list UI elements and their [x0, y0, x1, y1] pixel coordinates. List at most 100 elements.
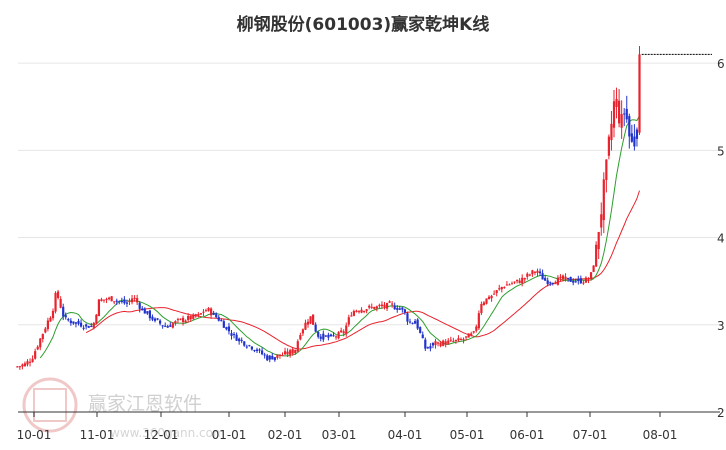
candle-body [472, 331, 475, 333]
candle-body [276, 354, 279, 358]
candle-body [49, 317, 52, 322]
candle-body [51, 310, 55, 319]
candle-body [281, 355, 284, 357]
candle-body [238, 338, 241, 342]
candle-body [39, 338, 42, 348]
candle-body [227, 326, 231, 332]
candle-body [164, 325, 167, 327]
candles [16, 46, 641, 370]
candle-body [630, 133, 633, 142]
candle-body [314, 324, 317, 332]
candle-body [258, 349, 261, 351]
candle-body [569, 276, 572, 282]
candle-body [110, 296, 113, 302]
candle-body [584, 277, 588, 283]
candle-body [309, 316, 312, 324]
candle-body [148, 310, 151, 319]
candle-body [411, 322, 414, 324]
candle-body [403, 309, 406, 313]
candle-body [615, 98, 618, 108]
candle-body [391, 303, 394, 305]
candle-body [383, 304, 386, 307]
x-tick-label: 05-01 [450, 428, 485, 442]
candle-body [373, 306, 376, 309]
candle-body [526, 273, 529, 277]
candle-body [600, 214, 603, 228]
candle-body [546, 280, 549, 284]
candle-body [607, 136, 610, 156]
x-tick-label: 04-01 [388, 428, 423, 442]
candle-body [434, 341, 437, 346]
candle-body [482, 302, 486, 305]
candle-body [452, 340, 455, 342]
candle-body [187, 316, 190, 321]
candle-body [334, 336, 338, 338]
candle-body [602, 179, 605, 221]
watermark: 赢家江恩软件 www.360gann.com [22, 377, 225, 440]
candle-body [549, 282, 552, 284]
candle-body [559, 276, 562, 279]
x-tick-label: 11-01 [80, 428, 115, 442]
candle-body [153, 318, 157, 321]
candle-body [64, 315, 67, 318]
candle-body [620, 114, 623, 128]
candle-body [87, 326, 90, 328]
candle-body [92, 322, 95, 328]
candle-body [388, 301, 391, 303]
candle-body [41, 333, 44, 340]
candle-body [77, 320, 80, 324]
candle-body [243, 341, 246, 346]
candle-body [197, 314, 200, 316]
candle-body [240, 339, 243, 341]
candle-body [342, 331, 345, 334]
candle-body [207, 307, 210, 311]
candle-body [291, 349, 294, 354]
candle-body [54, 292, 57, 312]
candle-body [498, 288, 501, 290]
candle-body [396, 308, 399, 310]
candle-body [283, 351, 287, 355]
candle-body [230, 333, 233, 336]
candle-body [378, 304, 381, 306]
candle-body [261, 350, 264, 355]
candle-body [133, 297, 136, 299]
candle-body [521, 277, 524, 284]
candle-body [449, 339, 452, 341]
candle-body [28, 361, 32, 363]
candle-body [36, 346, 39, 350]
candle-body [633, 136, 636, 147]
candle-body [564, 276, 567, 280]
x-tick-label: 10-01 [17, 428, 52, 442]
candle-body [352, 311, 355, 316]
candle-body [23, 363, 27, 367]
candle-body [536, 270, 539, 273]
candle-body [268, 355, 271, 360]
candle-body [538, 271, 542, 274]
candle-body [324, 335, 327, 337]
candle-body [62, 306, 65, 317]
candle-body [444, 341, 447, 345]
candle-body [212, 312, 215, 315]
candle-body [477, 313, 480, 329]
candle-body [159, 320, 162, 324]
chart-title: 柳钢股份(601003)赢家乾坤K线 [236, 15, 490, 35]
x-tick-label: 01-01 [212, 428, 247, 442]
candle-body [82, 327, 85, 329]
candle-body [248, 345, 251, 347]
candle-body [67, 319, 70, 321]
candle-body [493, 293, 496, 295]
candle-body [289, 350, 292, 355]
candle-body [235, 334, 238, 341]
candle-body [592, 265, 595, 272]
candle-body [69, 320, 72, 324]
candle-body [317, 331, 320, 337]
candle-body [102, 299, 106, 301]
candle-body [357, 311, 361, 313]
candle-body [556, 277, 559, 285]
candle-body [184, 320, 187, 323]
candle-body [85, 324, 88, 327]
candle-body [174, 321, 177, 324]
candle-body [278, 354, 282, 356]
candle-body [143, 308, 146, 314]
